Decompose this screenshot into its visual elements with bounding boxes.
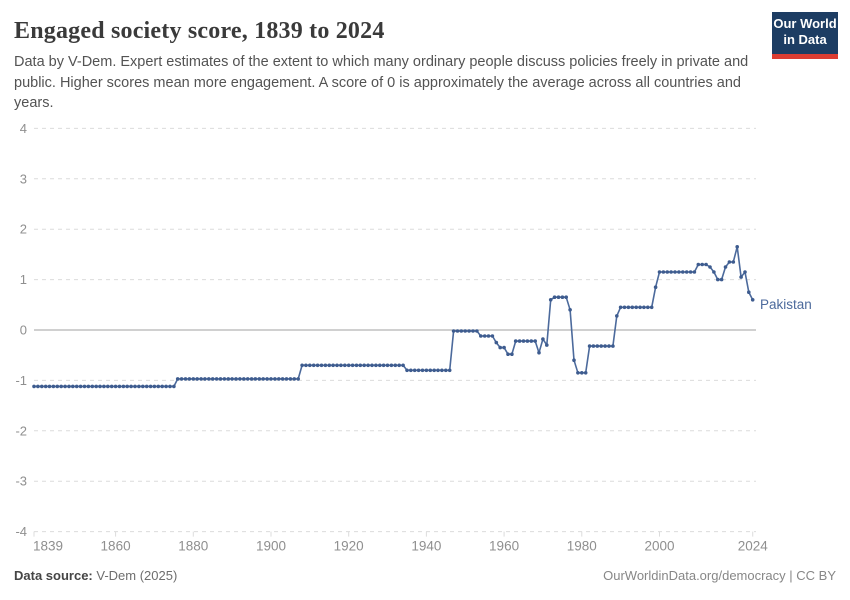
svg-text:1: 1 [20,272,27,287]
y-gridlines [34,127,756,533]
svg-text:1980: 1980 [567,539,597,554]
svg-text:1940: 1940 [411,539,441,554]
svg-text:1900: 1900 [256,539,286,554]
x-axis: 1839 1860 1880 1900 1920 1940 1960 1980 2000 2024 [33,531,769,554]
svg-text:2000: 2000 [644,539,674,554]
svg-text:-4: -4 [15,524,27,539]
svg-text:1960: 1960 [489,539,519,554]
owid-logo-line1: Our World [773,16,837,31]
svg-text:3: 3 [20,171,27,186]
svg-text:0: 0 [20,323,27,338]
svg-text:1880: 1880 [178,539,208,554]
owid-logo-line2: in Data [783,32,827,47]
attribution-link[interactable]: OurWorldinData.org/democracy | CC BY [603,568,836,583]
page-title: Engaged society score, 1839 to 2024 [14,18,385,44]
chart-footer: Data source: V-Dem (2025) OurWorldinData… [14,568,836,583]
svg-text:-1: -1 [15,373,27,388]
svg-text:-2: -2 [15,423,27,438]
svg-text:1920: 1920 [334,539,364,554]
series-dots [32,245,755,389]
data-source-value: V-Dem (2025) [92,568,178,583]
svg-text:2: 2 [20,222,27,237]
svg-text:2024: 2024 [738,539,769,554]
data-source-label: Data source: [14,568,93,583]
svg-text:-3: -3 [15,474,27,489]
y-axis-labels: 4 3 2 1 0 -1 -2 -3 -4 [15,121,27,539]
svg-text:1839: 1839 [33,539,63,554]
entity-label[interactable]: Pakistan [760,297,812,312]
owid-logo[interactable]: Our World in Data [772,12,838,59]
svg-text:4: 4 [20,121,27,136]
data-source: Data source: V-Dem (2025) [14,568,177,583]
svg-text:1860: 1860 [101,539,131,554]
series-line[interactable] [34,246,754,388]
chart-subtitle: Data by V-Dem. Expert estimates of the e… [14,54,749,111]
